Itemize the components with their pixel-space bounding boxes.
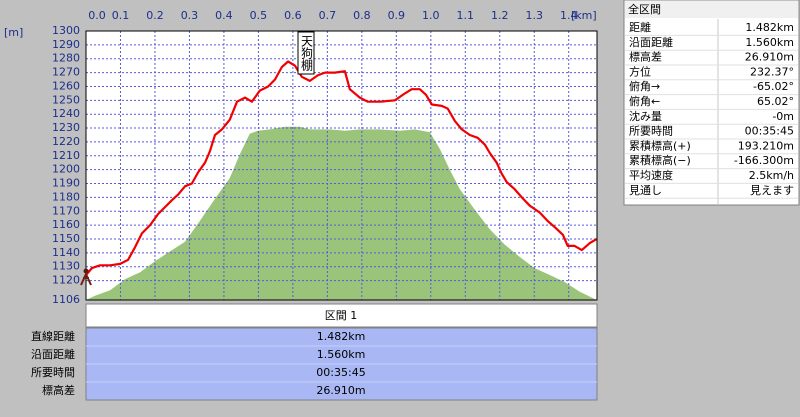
summary-label: 所要時間	[629, 125, 673, 138]
x-tick-label: 0.5	[250, 9, 268, 22]
summary-label: 累積標高(−)	[629, 153, 691, 167]
x-tick-label: 0.8	[353, 9, 371, 22]
summary-value: 26.910m	[745, 51, 794, 64]
section-value: 1.482km	[317, 330, 366, 343]
summary-label: 距離	[629, 20, 651, 34]
y-tick-label: 1150	[52, 232, 80, 245]
line	[85, 60, 598, 276]
y-tick-label: 1106	[52, 293, 80, 306]
summary-label: 俯角←	[629, 94, 660, 108]
section-label: 所要時間	[31, 366, 75, 379]
summary-label: 沿面距離	[629, 35, 673, 49]
x-tick-label: 1.1	[457, 9, 475, 22]
section-value: 1.560km	[317, 348, 366, 361]
x-tick-label: 1.2	[491, 9, 509, 22]
x-tick-label: 0.0	[88, 9, 106, 22]
section-value: 26.910m	[316, 384, 365, 397]
summary-value: 65.02°	[757, 95, 794, 108]
y-tick-label: 1180	[52, 190, 80, 203]
summary-value: 1.560km	[745, 36, 794, 49]
x-tick-label: 0.7	[319, 9, 337, 22]
y-tick-label: 1270	[52, 66, 80, 79]
x-unit: [km]	[571, 9, 597, 22]
summary-label: 方位	[629, 64, 651, 78]
x-tick-label: 0.9	[388, 9, 406, 22]
y-tick-label: 1160	[52, 218, 80, 231]
plot-border	[85, 30, 598, 301]
summary-label: 累積標高(+)	[629, 138, 691, 152]
summary-label: 沈み量	[629, 109, 662, 123]
y-tick-label: 1260	[52, 79, 80, 92]
section-value: 00:35:45	[316, 366, 365, 379]
y-tick-label: 1280	[52, 52, 80, 65]
x-tick-label: 0.6	[284, 9, 302, 22]
summary-title-box	[625, 1, 798, 18]
section-header-box	[85, 303, 598, 328]
start-marker	[80, 268, 92, 286]
annotation: 天狗棚	[300, 35, 314, 72]
summary-value: 232.37°	[750, 65, 794, 78]
y-tick-label: 1300	[52, 24, 80, 37]
x-tick-label: 0.2	[146, 9, 164, 22]
summary-value: 1.482km	[745, 21, 794, 34]
area	[86, 126, 597, 300]
y-tick-label: 1130	[52, 260, 80, 273]
y-tick-label: 1220	[52, 135, 80, 148]
summary-value: -65.02°	[753, 80, 794, 93]
x-tick-label: 0.3	[181, 9, 199, 22]
x-tick-label: 0.1	[112, 9, 130, 22]
summary-title: 全区間	[628, 2, 661, 16]
summary-value: 見えます	[750, 184, 794, 197]
y-tick-label: 1200	[52, 163, 80, 176]
y-tick-label: 1230	[52, 121, 80, 134]
summary-label: 平均速度	[629, 168, 673, 182]
x-tick-label: 1.3	[525, 9, 543, 22]
section-label: 沿面距離	[31, 347, 75, 361]
section-header: 区間 1	[325, 309, 358, 322]
y-tick-label: 1210	[52, 149, 80, 162]
x-tick-label: 0.4	[215, 9, 233, 22]
y-tick-label: 1140	[52, 246, 80, 259]
section-label: 標高差	[42, 383, 75, 397]
summary-value: 2.5km/h	[749, 169, 794, 182]
y-unit: [m]	[4, 26, 23, 39]
y-tick-label: 1170	[52, 204, 80, 217]
summary-value: 193.210m	[738, 139, 794, 152]
summary-panel	[623, 0, 800, 206]
summary-value: -166.300m	[734, 154, 794, 167]
summary-label: 標高差	[629, 50, 662, 64]
annotation-box	[297, 31, 315, 75]
section-label: 直線距離	[31, 329, 75, 343]
x-tick-label: 1.4	[560, 9, 578, 22]
y-tick-label: 1250	[52, 93, 80, 106]
y-tick-label: 1240	[52, 107, 80, 120]
x-tick-label: 1.0	[422, 9, 440, 22]
summary-label: 見通し	[629, 184, 662, 197]
summary-label: 俯角→	[629, 79, 660, 93]
summary-value: 00:35:45	[745, 125, 794, 138]
y-tick-label: 1290	[52, 38, 80, 51]
y-tick-label: 1120	[52, 274, 80, 287]
y-tick-label: 1190	[52, 177, 80, 190]
summary-value: -0m	[772, 110, 794, 123]
